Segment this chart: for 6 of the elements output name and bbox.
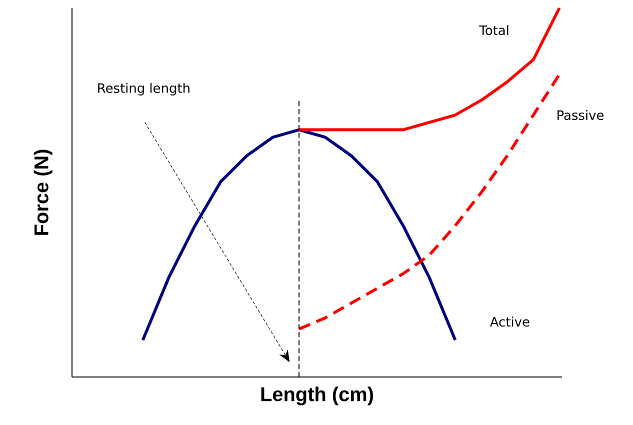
series-label: Passive [558,110,604,120]
text: Active [490,316,530,327]
y-axis-title: Force (N) [34,150,52,235]
annotation: Resting length [98,82,190,96]
x-axis-title: Length (cm) [261,386,373,406]
text: Total [479,25,508,36]
